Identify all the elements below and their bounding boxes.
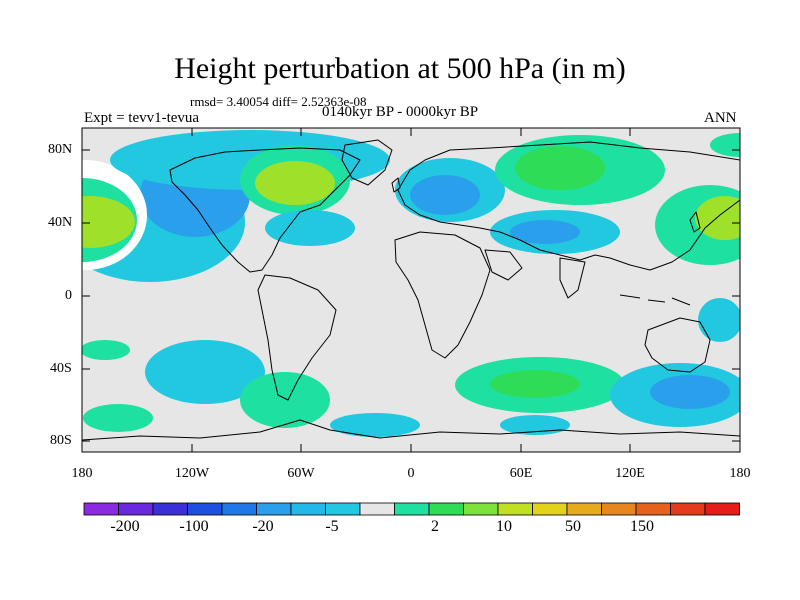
- y-label-40n: 40N: [48, 215, 73, 230]
- anomaly-south-pacific-blue: [145, 340, 265, 404]
- colorbar-box-8: [325, 502, 361, 516]
- colorbar-label-3: -20: [252, 518, 274, 535]
- stats-text: rmsd= 3.40054 diff= 2.52363e-08: [190, 94, 367, 109]
- colorbar-box-11: [428, 502, 464, 516]
- anomaly-south-australia-blue-mid: [650, 375, 730, 409]
- anomaly-south-america-green: [240, 372, 330, 428]
- colorbar-box-2: [118, 502, 154, 516]
- colorbar-box-9: [359, 502, 395, 516]
- colorbar-box-3: [152, 502, 188, 516]
- x-label-60w: 60W: [287, 466, 315, 481]
- anomaly-asia-blue-mid: [510, 220, 580, 244]
- anomaly-europe-blue-mid: [410, 175, 480, 215]
- colorbar-box-10: [394, 502, 430, 516]
- colorbar-label-2: -100: [179, 518, 209, 535]
- coastlines: [82, 139, 740, 441]
- colorbar-box-19: [704, 502, 740, 516]
- anomaly-indian-ocean-green-mid: [490, 370, 580, 398]
- japan-outline: [689, 211, 701, 233]
- north-america-outline: [169, 147, 361, 273]
- anomaly-west-pacific-green-strong: [82, 196, 135, 248]
- y-ticks: [82, 149, 740, 442]
- colorbar-box-14: [532, 502, 568, 516]
- plot-title: Height perturbation at 500 hPa (in m): [174, 52, 626, 85]
- x-label-60e: 60E: [509, 466, 533, 481]
- x-label-120w: 120W: [174, 466, 210, 481]
- africa-outline: [394, 231, 491, 359]
- colorbar-box-16: [601, 502, 637, 516]
- antarctica-outline: [82, 419, 740, 441]
- greenland-outline: [341, 139, 393, 186]
- anomaly-southwest-green: [83, 404, 153, 432]
- anomaly-canada-green-strong: [255, 161, 335, 205]
- experiment-label: Expt = tevv1-tevua: [84, 110, 200, 126]
- x-label-180-right: 180: [729, 466, 751, 481]
- anomaly-siberia-green-mid: [515, 146, 605, 190]
- y-label-80s: 80S: [50, 433, 72, 448]
- colorbar-box-15: [566, 502, 602, 516]
- colorbar-label-5: 2: [431, 518, 439, 535]
- colorbar-label-4: -5: [325, 518, 339, 535]
- colorbar-box-12: [463, 502, 499, 516]
- colorbar-label-1: -200: [110, 518, 140, 535]
- colorbar-box-18: [670, 502, 706, 516]
- x-label-120e: 120E: [615, 466, 645, 481]
- british-isles-outline: [391, 177, 401, 193]
- anomaly-south-atlantic-blue: [330, 413, 420, 437]
- colorbar-label-6: 10: [496, 518, 512, 535]
- colorbar-box-7: [290, 502, 326, 516]
- period-text: 0140kyr BP - 0000kyr BP: [322, 104, 479, 120]
- eurasia-outline: [397, 141, 740, 271]
- colorbar-label-7: 50: [565, 518, 581, 535]
- colorbar-box-5: [221, 502, 257, 516]
- colorbar-box-6: [256, 502, 292, 516]
- x-label-180-left: 180: [71, 466, 93, 481]
- colorbar: [83, 502, 740, 516]
- colorbar-box-1: [83, 502, 119, 516]
- south-america-outline: [257, 274, 337, 401]
- india-outline: [559, 257, 586, 299]
- indonesia-outline: [619, 294, 691, 306]
- x-label-0: 0: [407, 466, 415, 481]
- anomaly-west-pacific-green-small: [82, 340, 130, 360]
- anomaly-east-pacific-blue-small: [698, 298, 740, 342]
- anomaly-atlantic-blue: [265, 210, 355, 246]
- australia-outline: [644, 317, 711, 373]
- y-label-40s: 40S: [50, 361, 72, 376]
- colorbar-box-17: [635, 502, 671, 516]
- y-label-80n: 80N: [48, 142, 73, 157]
- colorbar-box-4: [187, 502, 223, 516]
- colorbar-box-13: [497, 502, 533, 516]
- y-label-0: 0: [65, 288, 72, 303]
- contour-fill: [82, 130, 740, 437]
- colorbar-label-8: 150: [630, 518, 654, 535]
- season-label: ANN: [704, 110, 737, 126]
- arabia-outline: [484, 249, 523, 281]
- anomaly-arctic-green: [710, 133, 740, 157]
- x-ticks: [191, 128, 631, 452]
- anomaly-east-pacific-green-strong: [695, 196, 740, 240]
